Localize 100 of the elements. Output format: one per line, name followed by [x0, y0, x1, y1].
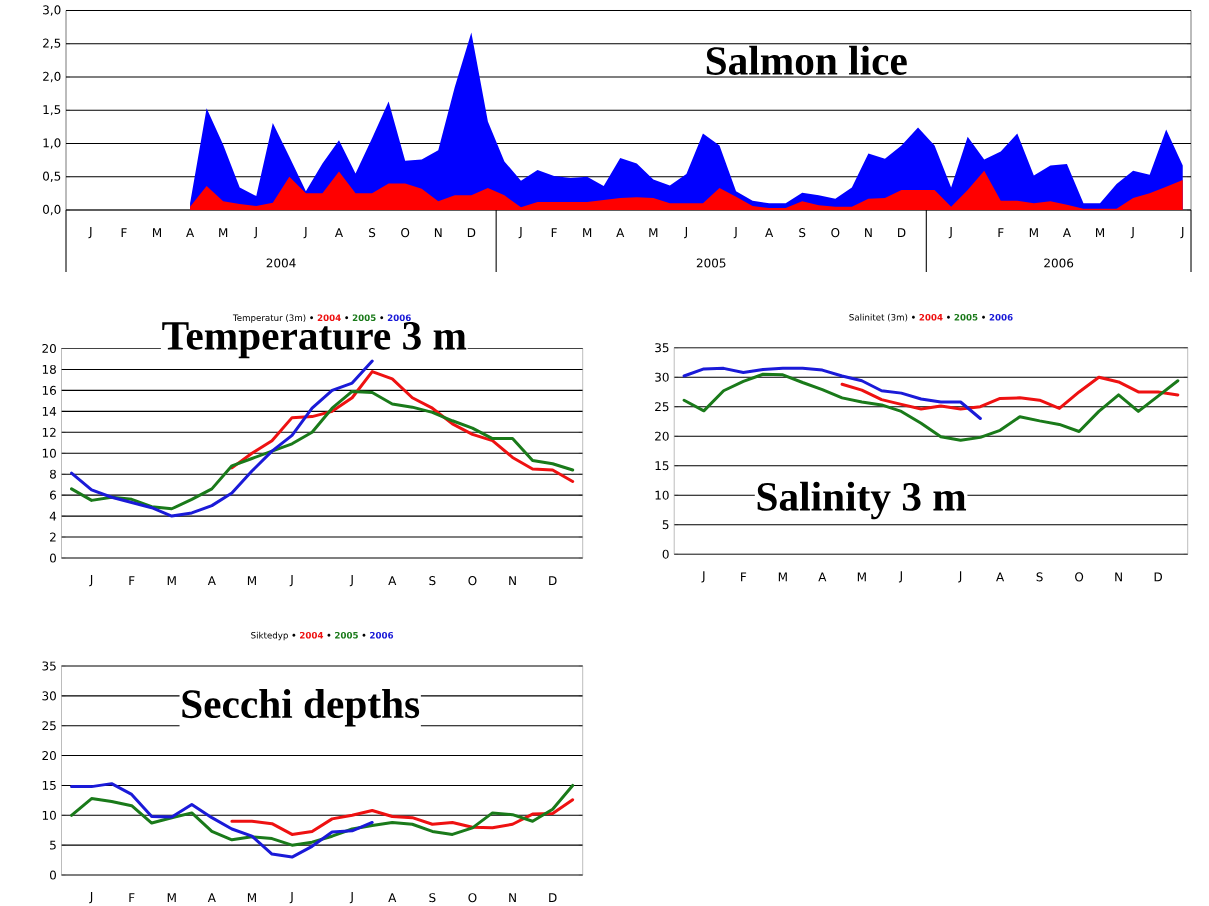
- text: 2005: [335, 631, 358, 639]
- y-tick-label: 25: [655, 402, 669, 412]
- x-tick-label: N: [509, 893, 516, 903]
- x-tick-label: N: [1115, 572, 1122, 582]
- x-tick-label: J: [253, 227, 257, 239]
- x-tick-label: J: [958, 571, 962, 583]
- line-series: [230, 798, 575, 836]
- x-tick-label: N: [434, 228, 442, 238]
- y-tick-label: 16: [42, 385, 57, 395]
- x-tick-label: M: [219, 228, 228, 238]
- text: 2006: [989, 314, 1013, 321]
- y-tick-label: 2,0: [43, 71, 61, 83]
- y-tick-label: 35: [655, 343, 669, 353]
- y-tick-label: 20: [42, 343, 56, 354]
- x-tick-label: M: [152, 228, 161, 238]
- x-tick-label: A: [207, 893, 216, 903]
- chart-subtitle: Siktedyp: [251, 631, 288, 641]
- text: 2004: [266, 258, 296, 268]
- text: 2006: [1044, 258, 1074, 268]
- y-tick-label: 12: [42, 427, 56, 437]
- y-tick-label: 10: [655, 490, 669, 500]
- x-tick-label: N: [509, 576, 516, 586]
- line-series: [70, 782, 374, 859]
- y-tick-label: 30: [655, 372, 669, 382]
- y-tick-label: 35: [42, 661, 56, 671]
- y-tick-label: 20: [655, 431, 669, 441]
- x-tick-label: J: [89, 892, 93, 904]
- x-tick-label: J: [349, 575, 353, 587]
- x-tick-label: O: [1075, 572, 1084, 582]
- x-tick-label: M: [778, 572, 787, 582]
- x-tick-label: M: [1029, 228, 1038, 238]
- x-tick-label: M: [857, 572, 866, 582]
- y-tick-label: 25: [42, 721, 56, 731]
- x-tick-label: A: [1062, 228, 1071, 238]
- x-tick-label: A: [207, 576, 216, 586]
- x-tick-label: J: [88, 227, 92, 239]
- y-tick-label: 1,0: [43, 138, 61, 149]
- x-tick-label: S: [429, 893, 436, 903]
- x-tick-label: M: [247, 893, 256, 903]
- y-tick-label: 2,5: [43, 38, 61, 49]
- x-tick-label: S: [369, 228, 376, 238]
- x-tick-label: F: [129, 893, 135, 903]
- x-tick-label: F: [551, 228, 557, 238]
- x-tick-label: M: [1096, 228, 1105, 238]
- y-tick-label: 18: [42, 364, 56, 374]
- x-tick-label: S: [1036, 572, 1043, 582]
- x-tick-label: A: [765, 228, 774, 238]
- y-tick-label: 14: [42, 406, 57, 416]
- chart-subtitle: Salinitet (3m): [849, 313, 908, 322]
- x-tick-label: J: [701, 571, 705, 583]
- y-tick-label: 0,0: [43, 204, 61, 216]
- x-tick-label: J: [289, 575, 293, 587]
- text: 2004: [317, 314, 341, 322]
- text: 2005: [352, 314, 376, 322]
- text: 2004: [919, 314, 943, 321]
- x-tick-label: D: [467, 228, 476, 238]
- x-tick-label: M: [167, 893, 176, 903]
- y-tick-label: 5: [50, 840, 56, 850]
- x-tick-label: J: [1130, 227, 1134, 239]
- line-series: [70, 389, 575, 511]
- x-tick-label: O: [468, 893, 477, 903]
- x-tick-label: D: [549, 893, 557, 903]
- x-tick-label: D: [1154, 572, 1162, 582]
- y-tick-label: 0,5: [43, 171, 61, 182]
- y-tick-label: 8: [49, 469, 56, 479]
- text: Salmon lice: [706, 45, 907, 75]
- x-tick-label: A: [388, 576, 397, 586]
- line-series: [840, 375, 1180, 411]
- x-tick-label: M: [649, 228, 658, 238]
- line-series: [682, 372, 1180, 442]
- x-tick-label: S: [429, 576, 436, 586]
- x-tick-label: J: [349, 892, 353, 904]
- text: 2004: [300, 631, 324, 639]
- x-tick-label: J: [733, 227, 737, 239]
- x-tick-label: J: [289, 892, 293, 904]
- line-series: [70, 359, 374, 518]
- y-tick-label: 2: [50, 532, 56, 542]
- x-tick-label: N: [865, 228, 872, 238]
- line-series: [70, 783, 575, 847]
- x-tick-label: F: [129, 576, 135, 586]
- x-tick-label: J: [518, 227, 522, 239]
- text: Salinity 3 m: [757, 481, 967, 520]
- chart-title: Temperature 3 m: [162, 322, 467, 359]
- x-tick-label: O: [468, 576, 477, 586]
- x-tick-label: D: [549, 576, 557, 586]
- y-tick-label: 6: [49, 490, 57, 500]
- x-tick-label: A: [616, 228, 625, 238]
- x-tick-label: J: [303, 227, 307, 239]
- text: 2006: [387, 314, 411, 322]
- y-tick-label: 15: [42, 780, 56, 790]
- y-tick-label: 3,0: [43, 5, 61, 16]
- x-tick-label: J: [898, 571, 902, 583]
- text: 2006: [370, 631, 394, 639]
- y-tick-label: 0: [662, 549, 669, 559]
- y-tick-label: 15: [655, 461, 669, 471]
- x-tick-label: J: [89, 575, 93, 587]
- y-tick-label: 30: [42, 691, 56, 701]
- y-tick-label: 10: [42, 448, 56, 458]
- x-tick-label: M: [167, 576, 176, 586]
- line-series: [682, 366, 982, 420]
